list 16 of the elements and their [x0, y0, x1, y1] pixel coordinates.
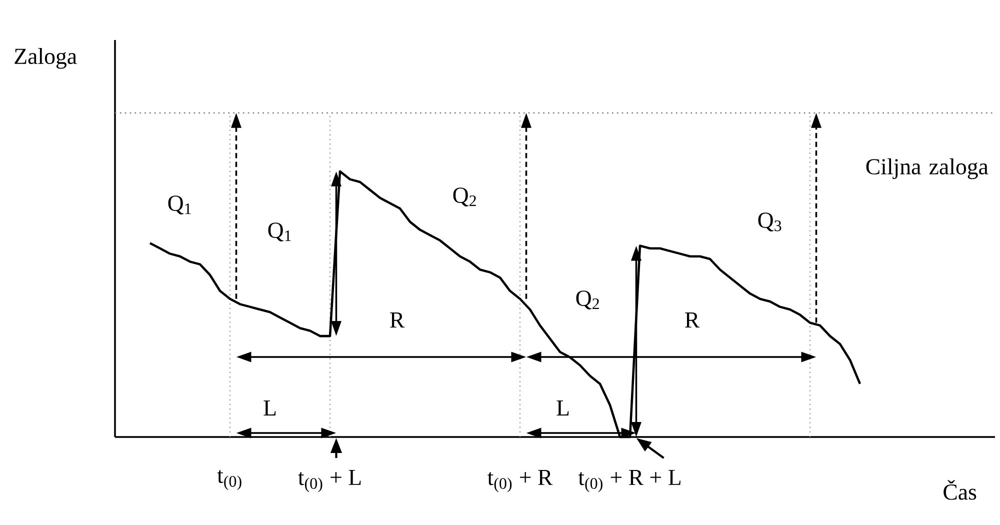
annotation: R: [685, 312, 700, 328]
annotation: R: [390, 312, 405, 328]
annotation: L: [264, 400, 276, 416]
x-tick-label: t$_{(0)}$ + R + L: [578, 470, 680, 492]
x-tick-label: t$_{(0)}$ + L: [298, 470, 361, 492]
x-axis-title: Čas: [944, 480, 976, 500]
annotation: L: [556, 400, 569, 416]
annotation: Q$_{2}$: [576, 290, 599, 310]
x-tick-label: t$_{(0)}$ + R: [488, 470, 553, 492]
x-tick-label: t$_{(0)}$: [217, 470, 242, 490]
annotation: Q$_{2}$: [453, 188, 476, 206]
annotation: Q$_{3}$: [758, 212, 782, 232]
annotation: Q$_{1}$: [268, 222, 291, 242]
y-axis-title: Zaloga: [14, 48, 77, 69]
ref-line-label: Ciljna zaloga: [866, 158, 988, 180]
annotation: Q$_{1}$: [168, 196, 191, 214]
